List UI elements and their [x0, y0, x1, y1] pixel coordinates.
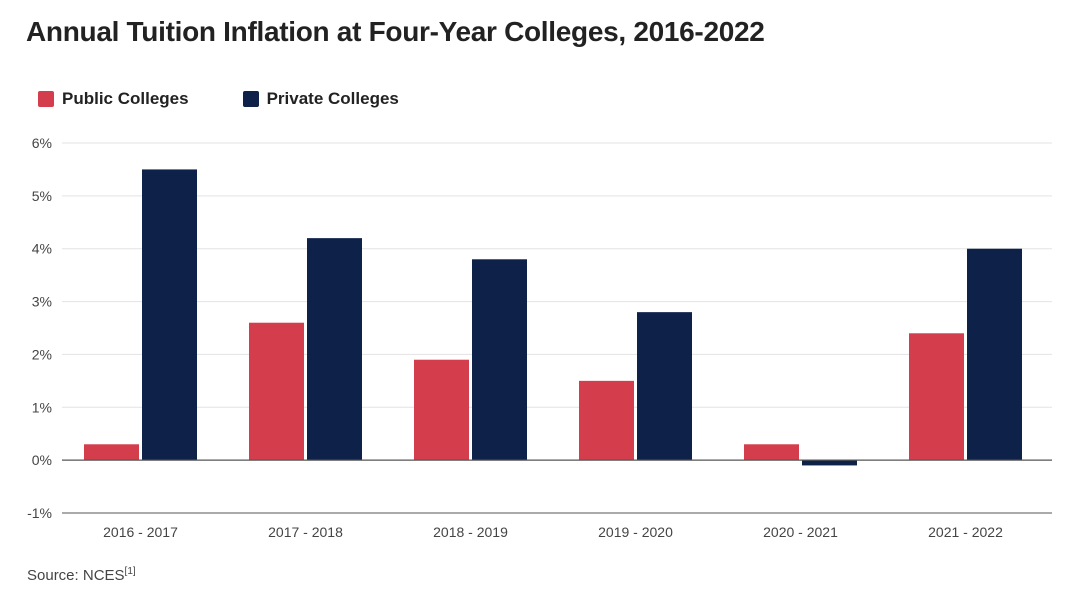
bar-public[interactable] [249, 322, 304, 461]
y-tick-label: 5% [32, 188, 52, 204]
legend-swatch-public [38, 91, 54, 107]
x-tick-label: 2018 - 2019 [433, 524, 508, 540]
x-tick-label: 2021 - 2022 [928, 524, 1003, 540]
source-reference[interactable]: [1] [124, 566, 136, 577]
y-tick-label: 6% [32, 135, 52, 151]
bar-public[interactable] [744, 444, 799, 461]
y-axis-ticks: -1% 0% 1% 2% 3% 4% 5% 6% [27, 135, 52, 521]
bar-private[interactable] [142, 169, 197, 461]
x-tick-label: 2020 - 2021 [763, 524, 838, 540]
bar-public[interactable] [909, 333, 964, 461]
y-tick-label: 2% [32, 346, 52, 362]
bar-private[interactable] [967, 248, 1022, 461]
bar-public[interactable] [579, 380, 634, 461]
legend-item-public: Public Colleges [38, 89, 189, 109]
source-label: Source: NCES [27, 567, 125, 584]
bar-private[interactable] [307, 238, 362, 461]
legend-label-public: Public Colleges [62, 89, 189, 108]
bar-public[interactable] [84, 444, 139, 461]
legend-swatch-private [242, 91, 259, 107]
bar-private[interactable] [637, 312, 692, 461]
bar-private[interactable] [472, 259, 527, 461]
x-tick-label: 2017 - 2018 [268, 524, 343, 540]
x-tick-label: 2016 - 2017 [103, 524, 178, 540]
bar-private[interactable] [802, 460, 857, 466]
legend-item-private: Private Colleges [242, 89, 399, 109]
y-tick-label: 0% [32, 452, 52, 468]
y-tick-label: -1% [27, 505, 52, 521]
y-tick-label: 1% [32, 399, 52, 415]
y-tick-label: 4% [32, 241, 52, 257]
bar-public[interactable] [414, 359, 469, 461]
grid-lines [62, 142, 1052, 514]
source-note: Source: NCES[1] [27, 566, 136, 584]
x-axis-ticks: 2016 - 2017 2017 - 2018 2018 - 2019 2019 - … [103, 524, 1003, 540]
chart-title: Annual Tuition Inflation at Four-Year Co… [26, 16, 765, 47]
y-tick-label: 3% [32, 294, 52, 310]
x-tick-label: 2019 - 2020 [598, 524, 673, 540]
bars [84, 169, 1022, 466]
legend: Public Colleges Private Colleges [38, 89, 453, 109]
legend-label-private: Private Colleges [266, 89, 399, 108]
